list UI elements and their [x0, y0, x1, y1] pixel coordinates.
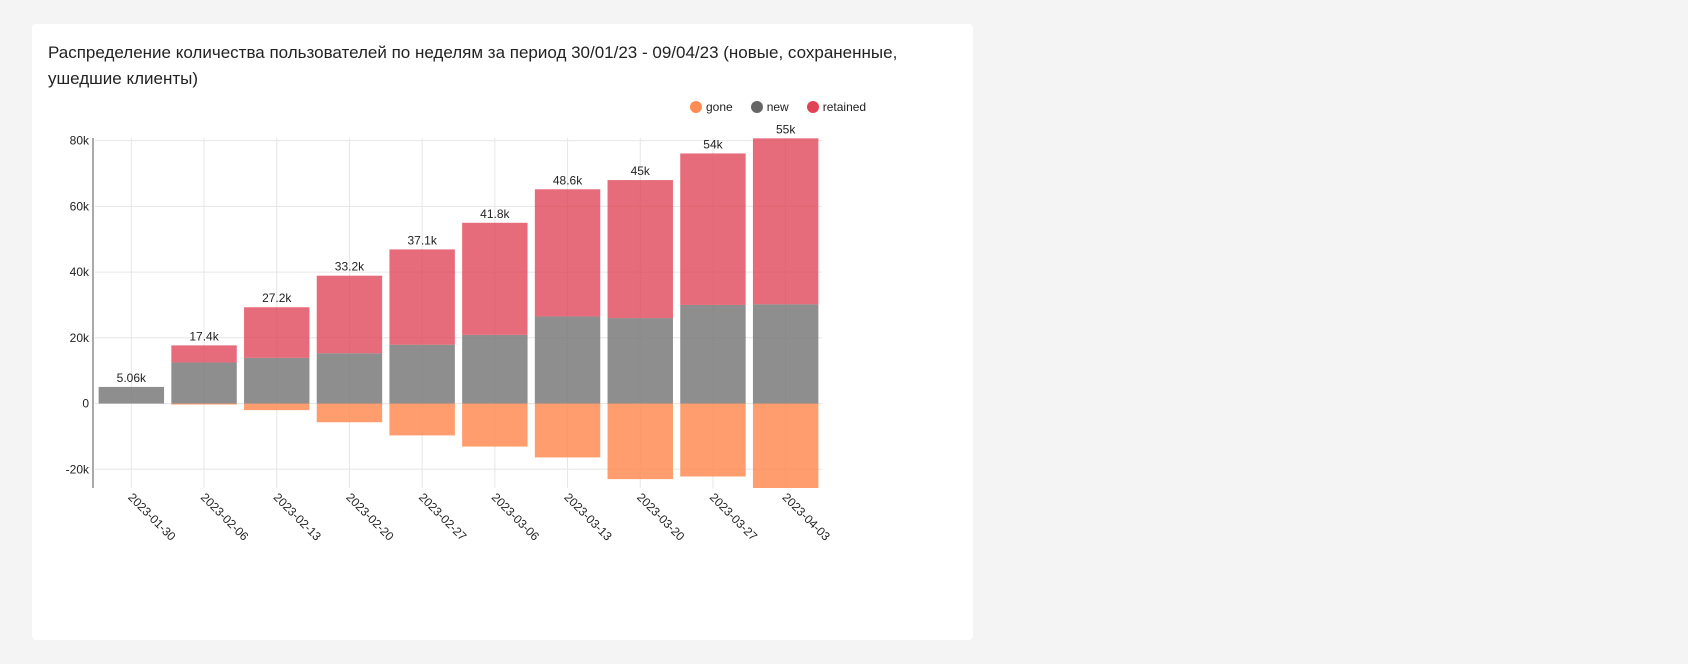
- x-tick-label: 2023-02-20: [343, 490, 397, 544]
- bar-retained: [680, 153, 746, 305]
- bar-gone: [244, 403, 310, 411]
- chart-legend: gone new retained: [690, 100, 866, 114]
- legend-label-gone: gone: [706, 100, 733, 114]
- bar-total-label: 33.2k: [335, 260, 365, 274]
- bar-gone: [171, 403, 237, 405]
- bar-gone: [389, 403, 455, 436]
- chart-title: Распределение количества пользователей п…: [48, 43, 898, 88]
- legend-swatch-new: [750, 101, 763, 113]
- y-tick-label: 40k: [70, 265, 90, 279]
- x-tick-label: 2023-02-27: [416, 490, 470, 544]
- bar-total-label: 54k: [703, 137, 723, 151]
- x-tick-label: 2023-03-20: [634, 490, 688, 544]
- bar-total-label: 41.8k: [480, 207, 510, 221]
- bar-total-label: 17.4k: [189, 329, 219, 343]
- legend-swatch-retained: [806, 101, 819, 113]
- chart-card: Распределение количества пользователей п…: [32, 24, 973, 640]
- x-tick-label: 2023-03-13: [561, 490, 615, 544]
- x-tick-label: 2023-02-06: [198, 490, 252, 544]
- bar-gone: [316, 403, 383, 423]
- bar-gone: [752, 403, 819, 488]
- bar-new: [680, 304, 746, 404]
- bar-retained: [534, 189, 601, 317]
- bar-new: [462, 334, 528, 404]
- x-tick-label: 2023-03-27: [707, 490, 761, 544]
- bar-total-label: 45k: [631, 164, 651, 178]
- legend-item-new[interactable]: new: [750, 100, 789, 114]
- bar-new: [171, 362, 237, 404]
- x-tick-label: 2023-02-13: [271, 490, 325, 544]
- bar-retained: [244, 307, 310, 358]
- bar-total-label: 55k: [776, 122, 796, 136]
- bar-retained: [752, 138, 819, 305]
- legend-item-gone[interactable]: gone: [690, 100, 733, 114]
- y-tick-label: 80k: [70, 134, 90, 148]
- y-tick-label: 20k: [70, 331, 90, 345]
- bar-retained: [316, 275, 383, 354]
- bar-gone: [680, 403, 746, 477]
- y-tick-label: -20k: [66, 462, 90, 476]
- y-tick-label: 0: [82, 397, 89, 411]
- bar-retained: [389, 249, 455, 345]
- stacked-bar-chart: -20k 0 20k 40k 60k 80k 5.06k 2023-01-30 17.4k 202…: [66, 122, 834, 544]
- bar-gone: [607, 403, 673, 480]
- bar-total-label: 5.06k: [117, 371, 147, 385]
- bar-new: [607, 318, 673, 404]
- x-tick-label: 2023-04-03: [780, 490, 834, 544]
- bar-gone: [462, 403, 528, 447]
- x-tick-label: 2023-03-06: [489, 490, 543, 544]
- bar-new: [316, 353, 383, 404]
- legend-item-retained[interactable]: retained: [806, 100, 867, 114]
- bar-total-label: 27.2k: [262, 291, 292, 305]
- bar-total-label: 37.1k: [407, 233, 437, 247]
- bar-new: [534, 316, 601, 404]
- bar-retained: [462, 222, 528, 335]
- x-tick-label: 2023-01-30: [125, 490, 179, 544]
- bar-new: [389, 344, 455, 404]
- legend-swatch-gone: [690, 101, 702, 113]
- bar-gone: [534, 403, 601, 458]
- bar-total-label: 48.6k: [553, 173, 583, 187]
- y-tick-label: 60k: [70, 199, 90, 213]
- bar-retained: [171, 345, 237, 363]
- bar-new: [752, 304, 819, 404]
- bar-new: [244, 357, 310, 404]
- legend-label-new: new: [766, 100, 789, 114]
- bar-retained: [607, 180, 673, 319]
- bar-new: [98, 386, 165, 404]
- legend-label-retained: retained: [822, 100, 867, 114]
